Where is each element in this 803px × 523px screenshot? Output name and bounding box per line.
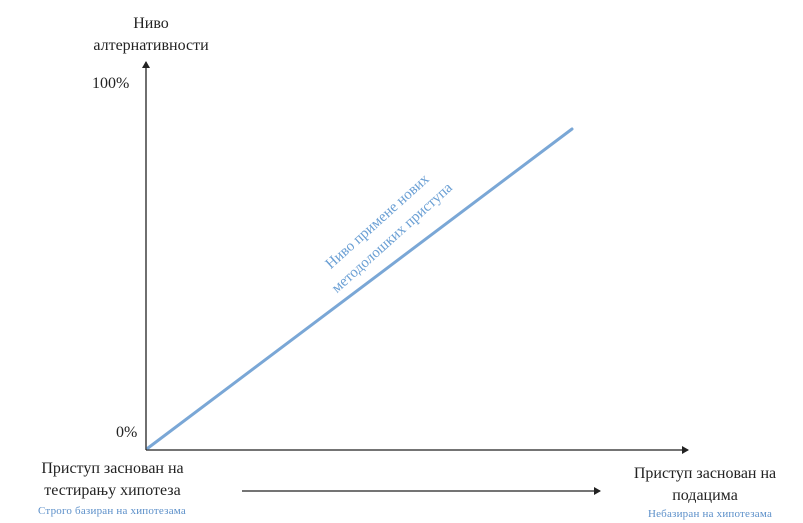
x-axis-right-label-line1: Приступ заснован на [633,465,777,482]
y-tick-top: 100% [92,75,130,92]
x-axis-left-label-line2: тестирању хипотеза [44,482,181,499]
x-axis-right-label: Приступ заснован на подацима [612,463,798,507]
y-axis-title-line1: Ниво [133,15,169,32]
trend-line [146,127,574,450]
x-axis-right-sublabel: Небазиран на хипотезама [647,508,773,520]
x-axis-left-label-line1: Приступ заснован на [41,460,184,477]
x-axis-left-sublabel: Строго базиран на хипотезама [38,505,186,517]
y-tick-bottom: 0% [116,424,138,441]
x-axis-left-label: Приступ заснован на тестирању хипотеза [10,458,215,502]
x-axis-right-label-line2: подацима [672,487,738,504]
y-axis-title-line2: алтернативности [93,37,209,54]
y-axis-title: Ниво алтернативности [76,13,226,57]
